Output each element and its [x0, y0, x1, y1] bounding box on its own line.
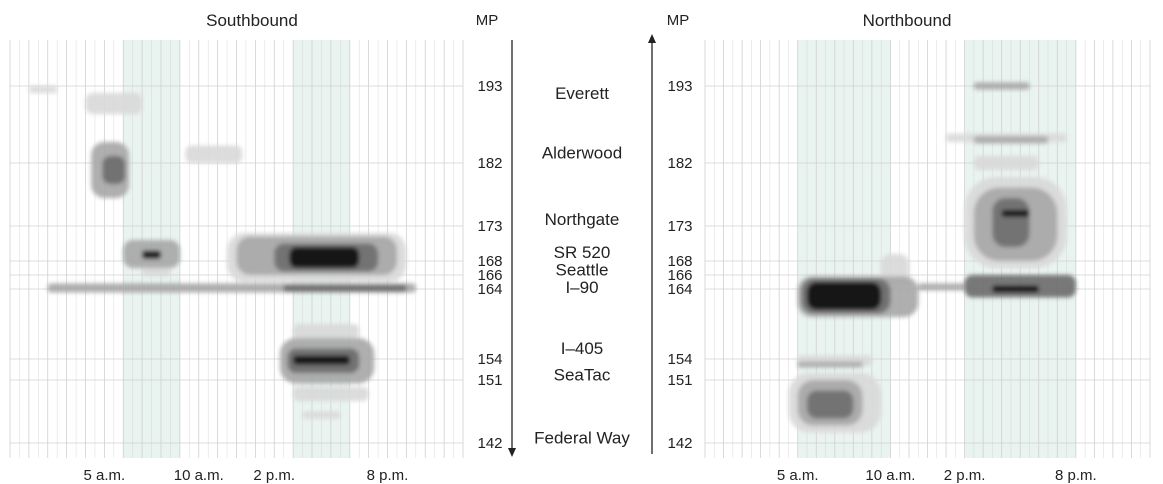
- northbound-congestion-region-4: [973, 156, 1039, 170]
- mp-label-right: MP: [667, 12, 690, 29]
- milepost-label-right: 173: [667, 218, 692, 235]
- milepost-label-right: 193: [667, 78, 692, 95]
- milepost-label-right: 154: [667, 351, 692, 368]
- southbound-x-tick-label: 2 p.m.: [253, 467, 295, 484]
- northbound-congestion-region-13: [918, 283, 965, 291]
- southbound-congestion-region-3: [102, 156, 126, 184]
- southbound-congestion-region-13: [283, 284, 407, 292]
- southbound-congestion-region-14: [293, 324, 360, 338]
- milepost-label-right: 151: [667, 372, 692, 389]
- milepost-label-left: 166: [477, 267, 502, 284]
- northbound-title: Northbound: [863, 11, 952, 30]
- place-label: SR 520: [554, 243, 611, 262]
- place-label: I–90: [565, 278, 598, 297]
- place-label: I–405: [561, 339, 604, 358]
- northbound-panel: 5 a.m. 10 a.m. 2 p.m. 8 p.m. Northbound: [704, 11, 1151, 484]
- northbound-congestion-region-1: [973, 82, 1030, 90]
- northbound-x-tick-label: 5 a.m.: [777, 467, 819, 484]
- milepost-label-right: 142: [667, 435, 692, 452]
- southbound-x-tick-label: 8 p.m.: [367, 467, 409, 484]
- place-label: Seattle: [556, 260, 609, 279]
- southbound-congestion-heatmap: [28, 86, 416, 419]
- southbound-title: Southbound: [206, 11, 298, 30]
- northbound-congestion-region-20: [806, 390, 854, 419]
- northbound-x-tick-label: 8 p.m.: [1055, 467, 1097, 484]
- milepost-label-left: 164: [477, 281, 502, 298]
- northbound-congestion-region-7: [992, 198, 1030, 247]
- northbound-congestion-heatmap: [788, 82, 1076, 433]
- milepost-label-left: 193: [477, 78, 502, 95]
- northbound-congestion-region-15: [992, 285, 1039, 293]
- northbound-x-tick-label: 10 a.m.: [865, 467, 915, 484]
- place-label: Alderwood: [542, 144, 622, 163]
- place-label: SeaTac: [554, 365, 611, 384]
- milepost-label-left: 142: [477, 435, 502, 452]
- southbound-x-tick-label: 10 a.m.: [174, 467, 224, 484]
- southbound-congestion-region-18: [293, 387, 369, 401]
- southbound-congestion-region-19: [302, 411, 341, 419]
- southbound-congestion-region-4: [85, 93, 143, 114]
- northbound-grid: [704, 40, 1151, 458]
- northbound-x-tick-labels: 5 a.m. 10 a.m. 2 p.m. 8 p.m.: [777, 467, 1097, 484]
- milepost-label-left: 182: [477, 155, 502, 172]
- southbound-arrowhead: [508, 448, 516, 457]
- place-label: Northgate: [545, 210, 620, 229]
- northbound-congestion-region-3: [973, 136, 1049, 144]
- northbound-congestion-region-17: [797, 361, 863, 368]
- southbound-congestion-region-7: [142, 268, 171, 277]
- southbound-congestion-region-17: [293, 355, 350, 365]
- milepost-label-left: 154: [477, 351, 502, 368]
- southbound-congestion-region-11: [289, 247, 360, 268]
- southbound-x-tick-labels: 5 a.m. 10 a.m. 2 p.m. 8 p.m.: [84, 467, 409, 484]
- milepost-label-right: 166: [667, 267, 692, 284]
- northbound-arrowhead: [648, 34, 656, 43]
- milepost-label-right: 164: [667, 281, 692, 298]
- milepost-label-right: 182: [667, 155, 692, 172]
- place-label: Everett: [555, 84, 609, 103]
- milepost-label-left: 168: [477, 253, 502, 270]
- milepost-label-left: 173: [477, 218, 502, 235]
- milepost-label-right: 168: [667, 253, 692, 270]
- southbound-congestion-region-6: [142, 250, 161, 259]
- southbound-congestion-region-20: [28, 86, 58, 93]
- mp-label-left: MP: [476, 12, 499, 29]
- place-label: Federal Way: [534, 428, 630, 447]
- milepost-label-left: 151: [477, 372, 502, 389]
- southbound-congestion-region-1: [185, 145, 243, 163]
- northbound-x-tick-label: 2 p.m.: [944, 467, 986, 484]
- northbound-congestion-region-8: [1001, 209, 1030, 217]
- southbound-x-tick-label: 5 a.m.: [84, 467, 126, 484]
- northbound-congestion-region-12: [806, 282, 882, 310]
- southbound-panel: 5 a.m. 10 a.m. 2 p.m. 8 p.m. Southbound: [9, 11, 464, 484]
